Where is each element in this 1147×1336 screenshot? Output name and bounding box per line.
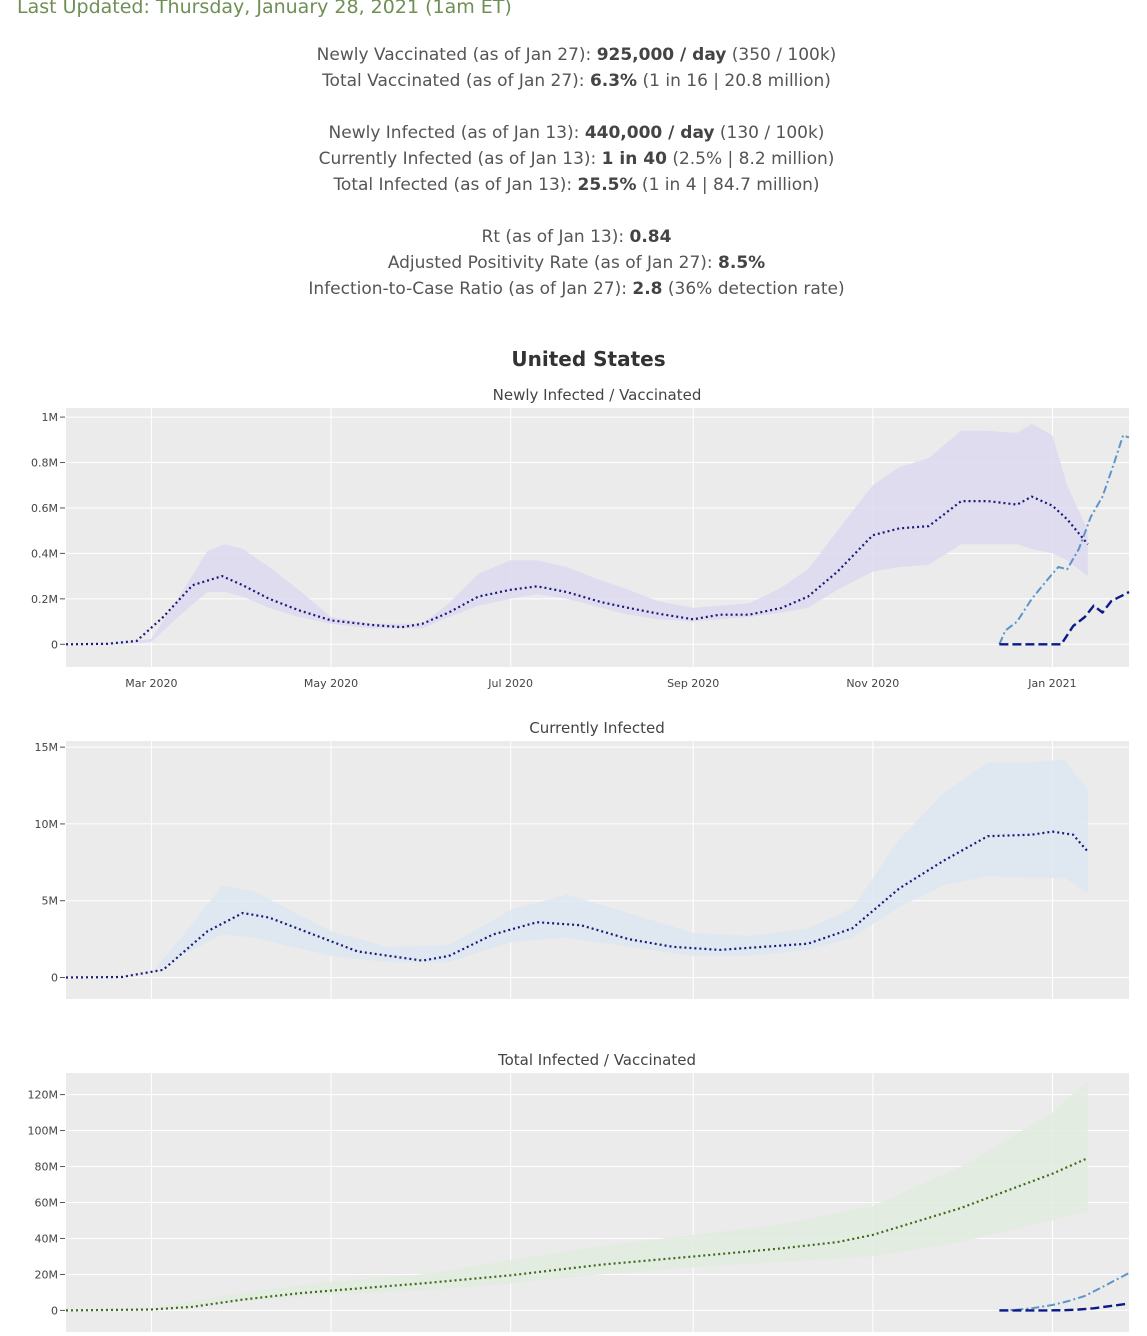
y-tick-label: 20M: [35, 1268, 59, 1281]
x-tick-label: May 2020: [304, 677, 358, 690]
y-tick-label: 10M: [35, 818, 59, 831]
country-title: United States: [511, 347, 666, 371]
y-tick-label: 120M: [28, 1089, 59, 1102]
chart-title: Newly Infected / Vaccinated: [493, 386, 702, 404]
y-tick-label: 5M: [42, 895, 59, 908]
x-tick-label: Nov 2020: [846, 677, 899, 690]
chart-title: Total Infected / Vaccinated: [497, 1051, 696, 1069]
y-tick-label: 0.8M: [31, 457, 58, 470]
series-line-fully-vaccinated: [999, 1302, 1130, 1312]
stat-total-vaccinated: Total Vaccinated (as of Jan 27): 6.3% (1…: [322, 71, 831, 91]
stat-newly-infected: Newly Infected (as of Jan 13): 440,000 /…: [328, 123, 825, 143]
chart-panel-2: 0 5M 10M 15M Currently Infected: [35, 719, 1129, 999]
y-tick-label: 80M: [35, 1161, 59, 1174]
x-tick-label: Jan 2021: [1027, 677, 1076, 690]
chart-panel-3: 0 20M 40M 60M 80M 100M 120M Total Infected / Va…: [28, 1051, 1130, 1332]
last-updated-text: Last Updated: Thursday, January 28, 2021…: [17, 0, 512, 18]
x-tick-label: Sep 2020: [667, 677, 719, 690]
y-tick-label: 100M: [28, 1125, 59, 1138]
stat-currently-infected: Currently Infected (as of Jan 13): 1 in …: [318, 149, 835, 169]
y-tick-label: 0.4M: [31, 547, 58, 560]
x-tick-label: Mar 2020: [125, 677, 177, 690]
stat-total-infected: Total Infected (as of Jan 13): 25.5% (1 …: [333, 175, 820, 195]
y-tick-label: 0.6M: [31, 502, 58, 515]
series-line-total-vaccinated: [999, 1272, 1130, 1312]
y-tick-label: 0: [51, 1304, 58, 1317]
series-line-currently-infected: [65, 830, 1089, 979]
y-tick-label: 0: [51, 638, 58, 651]
chart-panel-1: 0 0.2M 0.4M 0.6M 0.8M 1M Newly Infected / Vacc…: [31, 386, 1130, 690]
x-tick-label: Jul 2020: [487, 677, 533, 690]
y-tick-label: 60M: [35, 1197, 59, 1210]
y-tick-label: 0.2M: [31, 593, 58, 606]
y-tick-label: 1M: [42, 411, 59, 424]
y-tick-label: 40M: [35, 1232, 59, 1245]
confidence-band: [66, 423, 1088, 645]
stat-newly-vaccinated: Newly Vaccinated (as of Jan 27): 925,000…: [316, 45, 837, 65]
chart-title: Currently Infected: [529, 719, 664, 737]
series-line-fully-vaccinated: [999, 590, 1130, 646]
stat-infection-case-ratio: Infection-to-Case Ratio (as of Jan 27): …: [308, 279, 845, 299]
confidence-band: [66, 759, 1088, 978]
y-tick-label: 15M: [35, 741, 59, 754]
stat-positivity-rate: Adjusted Positivity Rate (as of Jan 27):…: [387, 253, 766, 273]
confidence-band: [66, 1080, 1088, 1311]
stat-rt: Rt (as of Jan 13): 0.84: [481, 227, 672, 247]
series-line-newly-vaccinated: [998, 434, 1130, 645]
y-tick-label: 0: [51, 972, 58, 985]
